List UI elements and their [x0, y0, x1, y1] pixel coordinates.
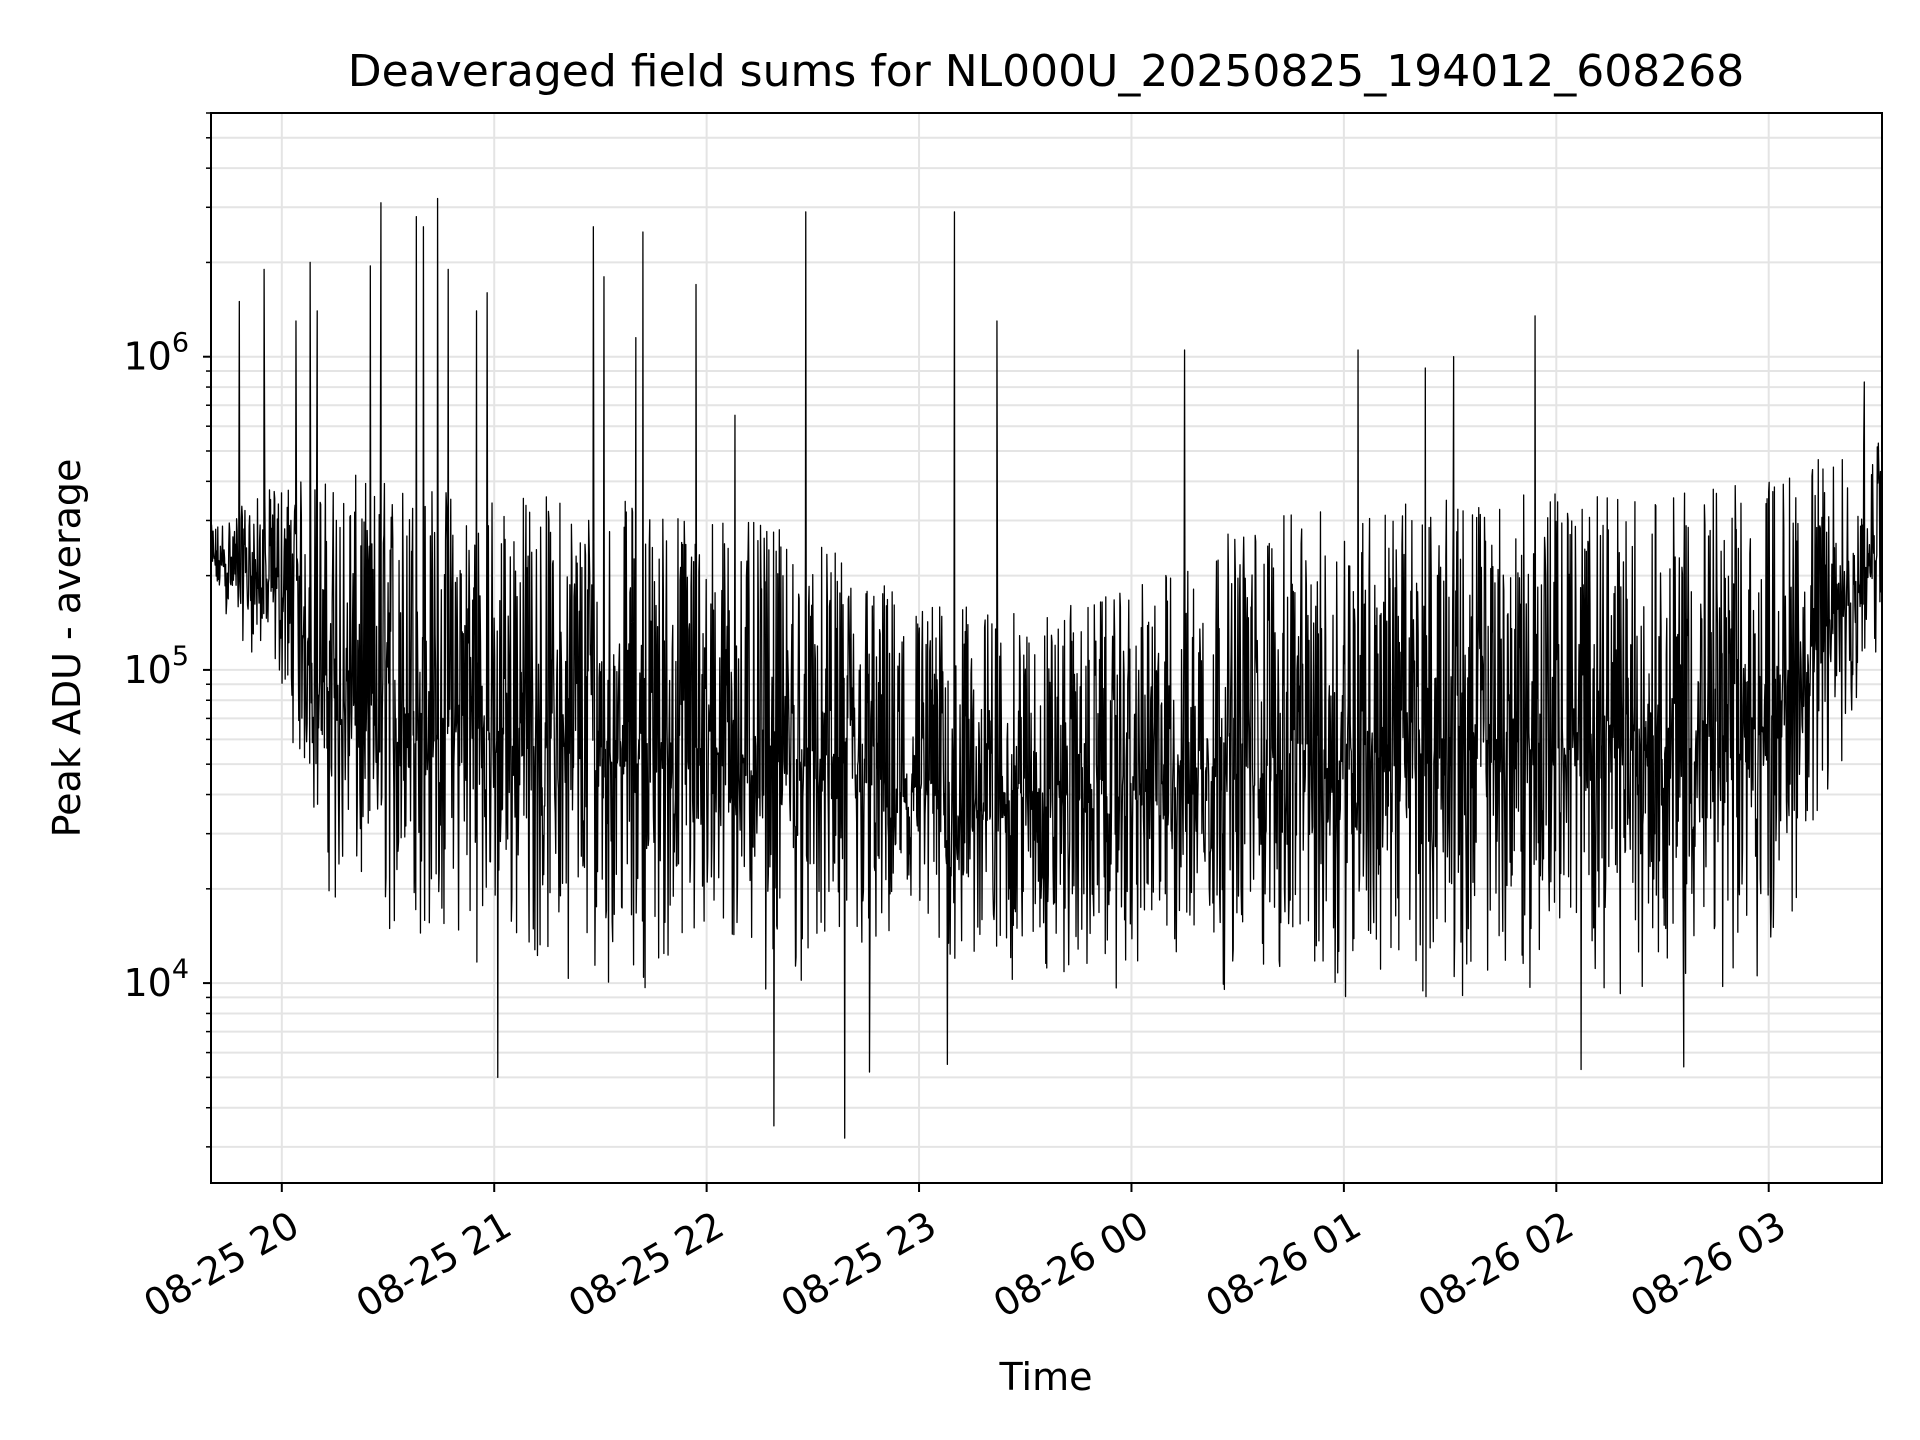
x-axis-label: Time — [999, 1355, 1093, 1399]
x-tick-label: 08-25 22 — [561, 1203, 731, 1327]
x-tick-label: 08-26 01 — [1198, 1203, 1368, 1327]
x-tick-label: 08-26 02 — [1411, 1203, 1581, 1327]
series-path — [210, 197, 1883, 1139]
chart-title: Deaveraged field sums for NL000U_2025082… — [348, 46, 1744, 97]
y-tick-label: 105 — [123, 641, 189, 692]
x-tick-label: 08-25 23 — [774, 1203, 944, 1327]
x-tick-label: 08-26 03 — [1623, 1203, 1793, 1327]
series-line — [210, 197, 1883, 1139]
plot-frame — [210, 112, 1883, 1184]
y-tick-label: 106 — [123, 328, 189, 379]
y-axis-ticks: 104 105 106 — [123, 112, 211, 1148]
x-tick-label: 08-26 00 — [986, 1203, 1156, 1327]
x-tick-label: 08-25 21 — [349, 1203, 519, 1327]
x-axis-ticks: 08-25 20 08-25 21 08-25 22 08-25 23 08-26 00… — [136, 1183, 1793, 1326]
y-axis-label: Peak ADU - average — [45, 459, 89, 838]
x-tick-label: 08-25 20 — [136, 1203, 306, 1327]
y-tick-label: 104 — [123, 954, 189, 1005]
